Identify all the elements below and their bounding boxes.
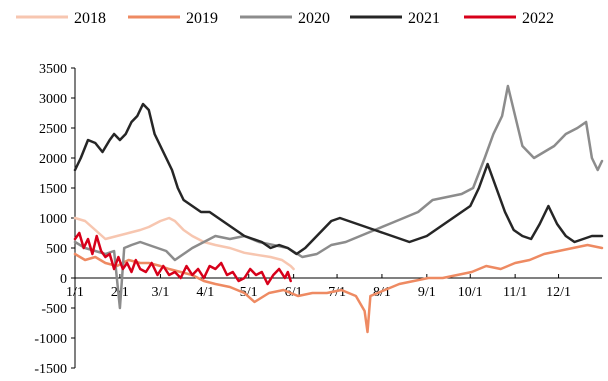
series-line-2020 xyxy=(73,84,604,310)
series-line-2022 xyxy=(73,231,292,286)
x-tick-label: 4/1 xyxy=(196,285,214,300)
legend-label: 2022 xyxy=(522,10,554,27)
series-line-2019 xyxy=(73,243,604,334)
legend-item-2018: 2018 xyxy=(16,10,106,27)
x-tick-label: 1/1 xyxy=(66,285,84,300)
series-lines xyxy=(73,84,604,334)
x-tick-label: 5/1 xyxy=(240,285,258,300)
x-tick-label: 9/1 xyxy=(418,285,436,300)
legend-label: 2018 xyxy=(74,10,106,27)
y-tick-label: 1500 xyxy=(39,182,67,197)
legend: 2018 2019 2020 2021 2022 xyxy=(16,10,554,27)
series-line-2018 xyxy=(73,216,295,271)
y-tick-label: 2500 xyxy=(39,122,67,137)
y-tick-label: 0 xyxy=(60,272,67,287)
axes: -1500 -1000 -500 0 500 1000 1500 2000 2500 3000 35… xyxy=(34,62,602,377)
y-tick-label: 2000 xyxy=(39,152,67,167)
x-tick-label: 7/1 xyxy=(328,285,346,300)
x-tick-label: 10/1 xyxy=(458,285,483,300)
legend-label: 2019 xyxy=(186,10,218,27)
y-tick-label: 3500 xyxy=(39,62,67,77)
legend-item-2020: 2020 xyxy=(240,10,330,27)
y-tick-label: 500 xyxy=(46,242,67,257)
y-tick-label: -500 xyxy=(41,302,67,317)
legend-label: 2021 xyxy=(408,10,440,27)
series-line-2021 xyxy=(73,102,604,256)
x-tick-label: 12/1 xyxy=(546,285,571,300)
legend-item-2019: 2019 xyxy=(128,10,218,27)
y-tick-label: 3000 xyxy=(39,92,67,107)
y-tick-label: -1500 xyxy=(34,362,67,376)
legend-item-2021: 2021 xyxy=(350,10,440,27)
legend-label: 2020 xyxy=(298,10,330,27)
legend-item-2022: 2022 xyxy=(464,10,554,27)
y-tick-label: 1000 xyxy=(39,212,67,227)
x-tick-label: 3/1 xyxy=(151,285,169,300)
y-tick-label: -1000 xyxy=(34,332,67,347)
x-tick-label: 11/1 xyxy=(503,285,527,300)
